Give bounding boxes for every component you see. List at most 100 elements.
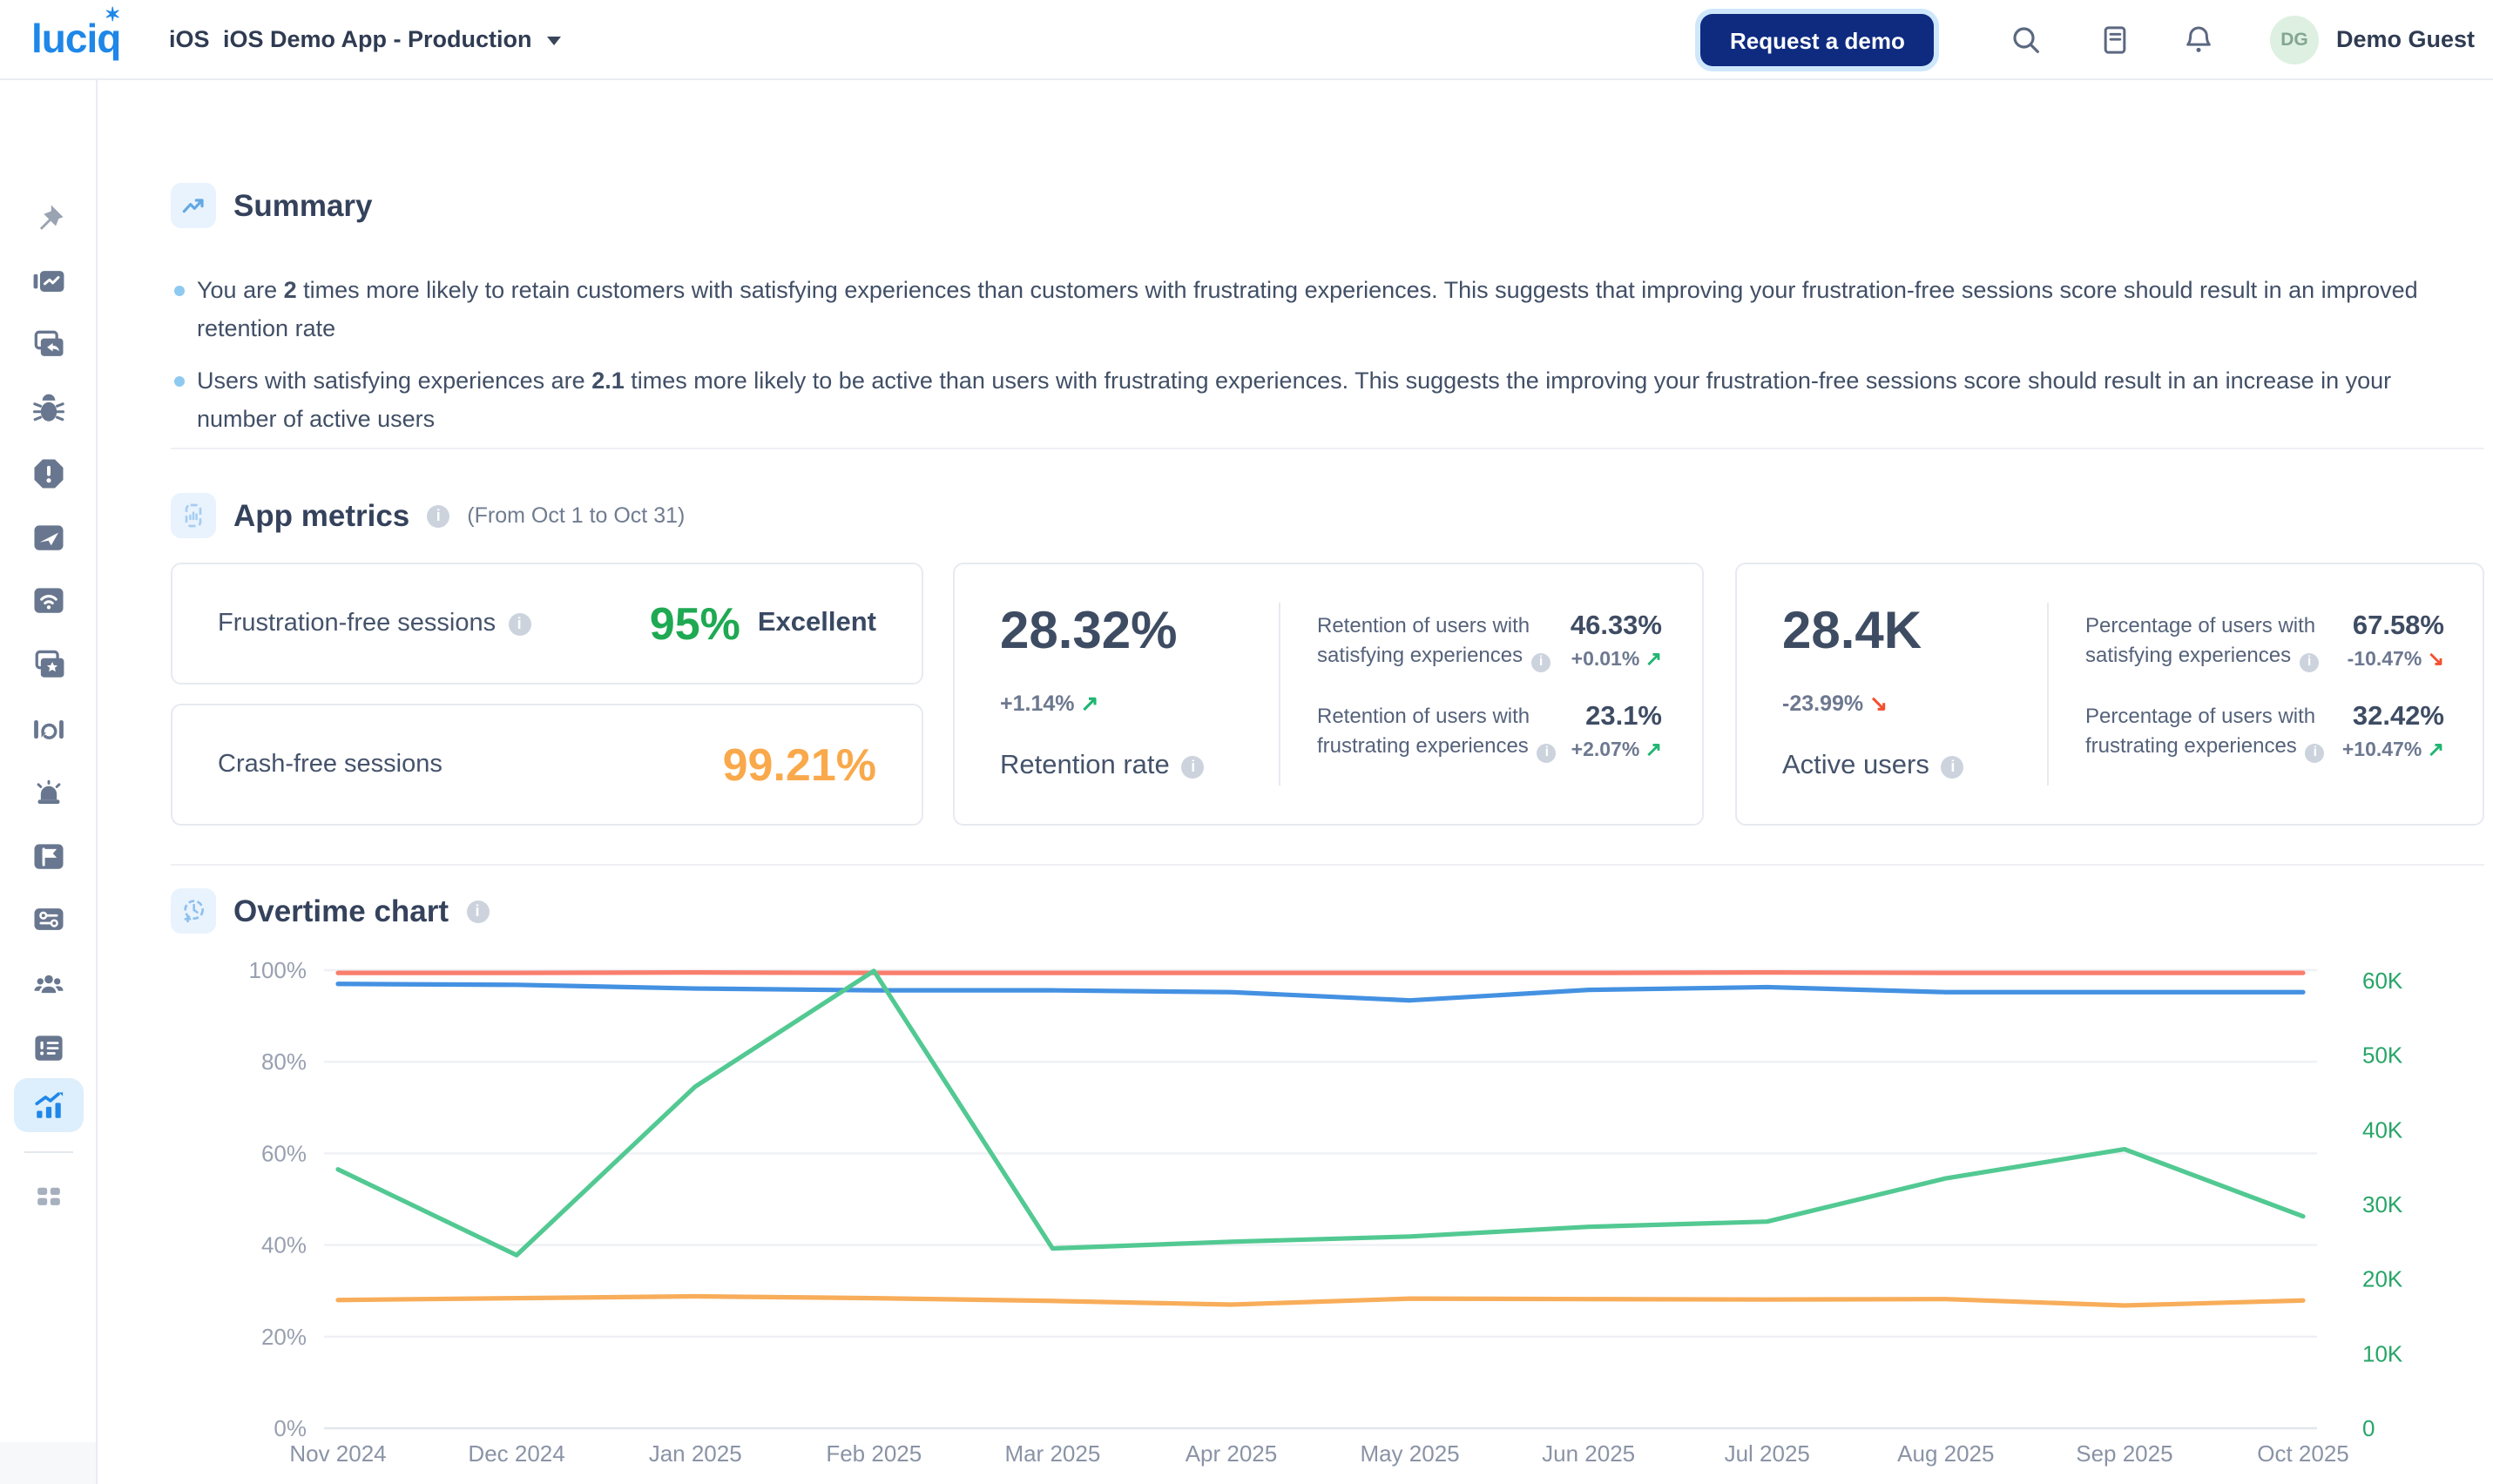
ffs-rating: Excellent [757, 608, 876, 637]
crash-free-label: Crash-free sessions [218, 751, 443, 779]
analytics-icon[interactable] [30, 1087, 68, 1125]
crash-free-value: 99.21% [722, 738, 876, 790]
feature-flags-icon[interactable] [30, 838, 68, 876]
svg-text:60%: 60% [261, 1140, 307, 1166]
bullet-highlight: 2.1 [591, 368, 625, 395]
info-icon[interactable]: i [1941, 755, 1964, 778]
retention-label: Retention rate i [1000, 751, 1205, 782]
retention-frustrating-row: Retention of users with frustrating exper… [1317, 702, 1662, 763]
legend-label: CFS [1280, 1481, 1324, 1484]
svg-text:Jan 2025: Jan 2025 [649, 1440, 742, 1467]
svg-text:Jul 2025: Jul 2025 [1725, 1440, 1810, 1467]
section-divider [171, 448, 2484, 449]
summary-trend-icon [171, 183, 216, 228]
replies-icon[interactable] [30, 326, 68, 364]
svg-text:80%: 80% [261, 1049, 307, 1075]
svg-text:0%: 0% [274, 1415, 307, 1441]
alerts-icon[interactable] [30, 773, 68, 812]
arrow-up-icon: ↗ [1645, 740, 1662, 761]
search-icon[interactable] [2009, 23, 2044, 57]
overtime-section-header: Overtime chart i [171, 888, 490, 934]
bullet-text: Users with satisfying experiences are [197, 368, 592, 395]
info-icon[interactable]: i [508, 612, 531, 635]
luciq-logo[interactable]: luciq ✶ [31, 5, 121, 63]
svg-text:100%: 100% [249, 957, 307, 983]
svg-text:Dec 2024: Dec 2024 [468, 1440, 564, 1467]
sidebar-divider [24, 1151, 73, 1153]
retention-delta: +1.14% ↗ [1000, 691, 1099, 716]
retention-value: 28.32% [1000, 603, 1178, 660]
apps-grid-icon[interactable] [30, 1176, 68, 1214]
svg-text:Nov 2024: Nov 2024 [289, 1440, 386, 1467]
info-icon[interactable]: i [466, 900, 490, 922]
chevron-down-icon [547, 37, 562, 45]
app-metrics-title: App metrics [233, 497, 410, 532]
session-replays-icon[interactable] [30, 711, 68, 749]
svg-text:10K: 10K [2362, 1340, 2403, 1366]
info-icon[interactable]: i [1531, 652, 1551, 672]
retention-satisfying-value: 46.33% [1570, 611, 1662, 641]
svg-text:0: 0 [2362, 1415, 2375, 1441]
arrow-up-icon: ↗ [1645, 650, 1662, 671]
frustration-free-sessions-card: Frustration-free sessions i 95% Excellent [171, 563, 923, 685]
bug-reports-icon[interactable] [30, 390, 68, 428]
overview-icon[interactable] [30, 263, 68, 301]
crashes-icon[interactable] [30, 455, 68, 493]
retention-frustrating-value: 23.1% [1585, 702, 1662, 732]
arrow-down-icon: ↘ [2427, 650, 2444, 671]
users-icon[interactable] [30, 965, 68, 1003]
svg-text:20%: 20% [261, 1324, 307, 1350]
summary-section-header: Summary [171, 183, 373, 228]
info-icon[interactable]: i [427, 504, 450, 527]
changelog-icon[interactable] [2098, 23, 2132, 57]
chart-canvas: 0% 20% 40% 60% 80% 100% 0 10K 20K 30K 40K 50K 60K Nov… [249, 957, 2403, 1467]
logo-text: luciq [31, 16, 121, 61]
legend-label: Frustration-free sessions [978, 1481, 1218, 1484]
surveys-icon[interactable] [30, 1029, 68, 1068]
bullet-text: times more likely to be active than user… [197, 368, 2392, 432]
active-users-value: 28.4K [1782, 603, 1922, 660]
svg-text:30K: 30K [2362, 1191, 2403, 1218]
bullet-text: times more likely to retain customers wi… [197, 277, 2418, 341]
info-icon[interactable]: i [1181, 755, 1205, 778]
section-divider [171, 864, 2484, 866]
request-demo-button[interactable]: Request a demo [1700, 14, 1935, 66]
users-satisfying-row: Percentage of users with satisfying exper… [2085, 611, 2444, 672]
svg-text:Apr 2025: Apr 2025 [1186, 1440, 1278, 1467]
logo-star-icon: ✶ [105, 5, 120, 26]
info-icon[interactable]: i [1537, 743, 1557, 763]
info-icon[interactable]: i [2300, 652, 2320, 672]
arrow-down-icon: ↘ [1869, 691, 1888, 716]
summary-bullet-2: Users with satisfying experiences are 2.… [174, 362, 2422, 437]
crash-free-sessions-card: Crash-free sessions 99.21% [171, 704, 923, 826]
svg-text:Jun 2025: Jun 2025 [1542, 1440, 1635, 1467]
feature-requests-icon[interactable] [30, 646, 68, 685]
arrow-up-icon: ↗ [2427, 740, 2444, 761]
overtime-line-chart: 0% 20% 40% 60% 80% 100% 0 10K 20K 30K 40K 50K 60K Nov… [171, 946, 2484, 1468]
app-metrics-date-range: (From Oct 1 to Oct 31) [467, 503, 686, 528]
network-icon[interactable] [30, 582, 68, 620]
app-metrics-phone-icon [171, 493, 216, 538]
svg-text:May 2025: May 2025 [1360, 1440, 1459, 1467]
user-name: Demo Guest [2336, 26, 2476, 52]
legend-label: Active users [1586, 1481, 1705, 1484]
pin-icon[interactable] [30, 200, 68, 239]
switches-icon[interactable] [30, 901, 68, 939]
avatar-initials: DG [2280, 30, 2308, 51]
legend-item-cfs[interactable]: CFS [1252, 1481, 1324, 1484]
app-selector-label: iOS Demo App - Production [223, 26, 532, 52]
app-selector-dropdown[interactable]: iOS Demo App - Production [223, 26, 562, 52]
legend-item-active-users[interactable]: Active users [1558, 1481, 1705, 1484]
legend-item-frustration-free-sessions[interactable]: Frustration-free sessions [949, 1481, 1218, 1484]
legend-item-retention-rate[interactable]: Retention rate [1358, 1481, 1524, 1484]
sidebar-item-analytics-active[interactable] [14, 1078, 84, 1132]
ffs-value: 95% [649, 597, 740, 649]
launches-icon[interactable] [30, 519, 68, 557]
sidebar [0, 80, 98, 1484]
user-avatar[interactable]: DG [2270, 16, 2319, 64]
svg-text:Mar 2025: Mar 2025 [1004, 1440, 1100, 1467]
summary-title: Summary [233, 187, 373, 222]
info-icon[interactable]: i [2305, 743, 2325, 763]
notifications-bell-icon[interactable] [2181, 23, 2216, 57]
